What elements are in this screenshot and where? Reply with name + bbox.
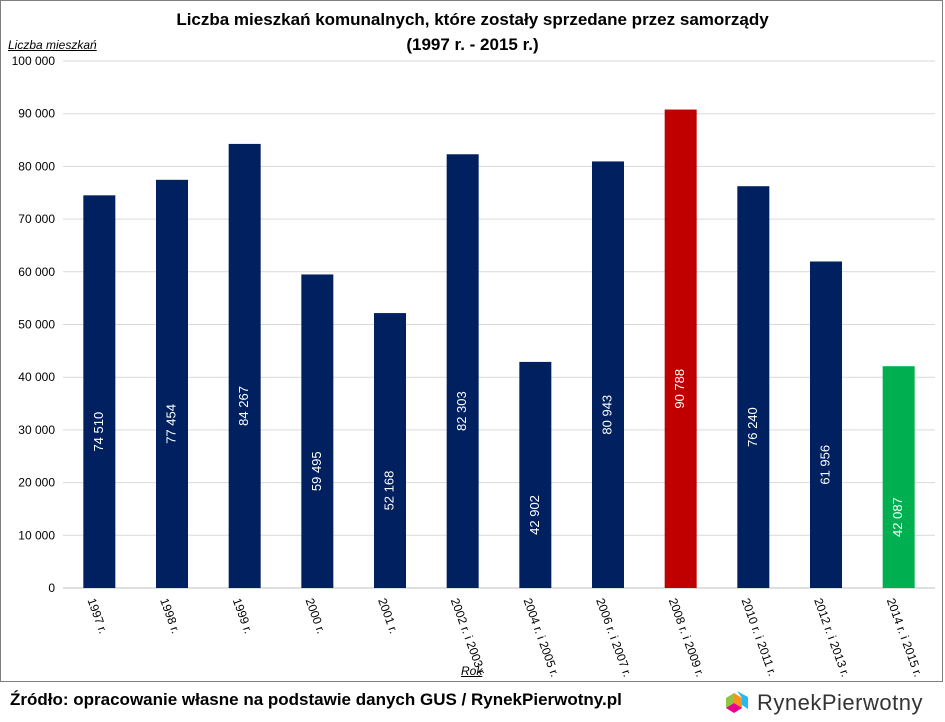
source-note: Źródło: opracowanie własne na podstawie … [10,690,622,709]
bar [83,195,116,588]
data-label: 90 788 [672,369,687,409]
data-label: 84 267 [236,386,251,426]
y-tick-label: 70 000 [18,212,55,226]
data-label: 76 240 [745,407,760,447]
logo-text: RynekPierwotny [757,690,923,715]
data-label: 61 956 [817,445,832,485]
data-label: 82 303 [454,391,469,431]
bar [882,366,915,588]
y-tick-label: 100 000 [12,54,56,68]
brand-logo: RynekPierwotny [723,686,923,720]
y-tick-label: 50 000 [18,318,55,332]
x-tick-label: 2012 r. i 2013 r. [811,596,852,679]
x-tick-label: 1999 r. [230,596,256,635]
x-tick-label: 2001 r. [375,596,401,635]
data-label: 77 454 [163,404,178,444]
footer: Źródło: opracowanie własne na podstawie … [0,684,945,722]
bar [301,274,334,588]
data-label: 59 495 [309,451,324,491]
y-tick-label: 90 000 [18,107,55,121]
y-tick-label: 20 000 [18,476,55,490]
x-tick-label: 1998 r. [157,596,183,635]
data-label: 52 168 [381,471,396,511]
bar [446,154,479,588]
y-tick-label: 40 000 [18,370,55,384]
y-tick-label: 80 000 [18,159,55,173]
data-label: 80 943 [599,395,614,435]
bar [592,161,624,588]
bar [664,109,697,588]
chart-subtitle: (1997 r. - 2015 r.) [406,35,539,54]
y-axis-label: Liczba mieszkań [8,38,97,52]
x-tick-label: 2006 r. i 2007 r. [593,596,634,679]
data-label: 42 087 [890,497,905,537]
x-tick-label: 1997 r. [85,596,111,635]
bar [810,261,842,588]
y-tick-label: 60 000 [18,265,55,279]
chart-title: Liczba mieszkań komunalnych, które zosta… [176,10,769,29]
bar [156,179,188,588]
bar-chart: 0 10 000 20 000 30 000 40 000 50 000 60 000 70 … [12,54,935,679]
y-tick-label: 0 [48,581,55,595]
data-label: 74 510 [91,412,106,452]
x-tick-label: 2014 r. i 2015 r. [884,596,925,679]
bar [374,313,406,588]
logo-icon [726,691,748,713]
y-tick-label: 30 000 [18,423,55,437]
data-label: 42 902 [527,495,542,535]
x-tick-label: 2000 r. [303,596,329,635]
x-tick-label: 2004 r. i 2005 r. [521,596,562,679]
x-axis-label: Rok [461,664,483,678]
bar [737,186,770,588]
x-tick-label: 2002 r. i 2003 r. [448,596,489,679]
x-tick-label: 2008 r. i 2009 r. [666,596,707,679]
bar [519,361,552,588]
y-tick-label: 10 000 [18,528,55,542]
bar [228,143,261,588]
x-tick-label: 2010 r. i 2011 r. [739,596,780,678]
